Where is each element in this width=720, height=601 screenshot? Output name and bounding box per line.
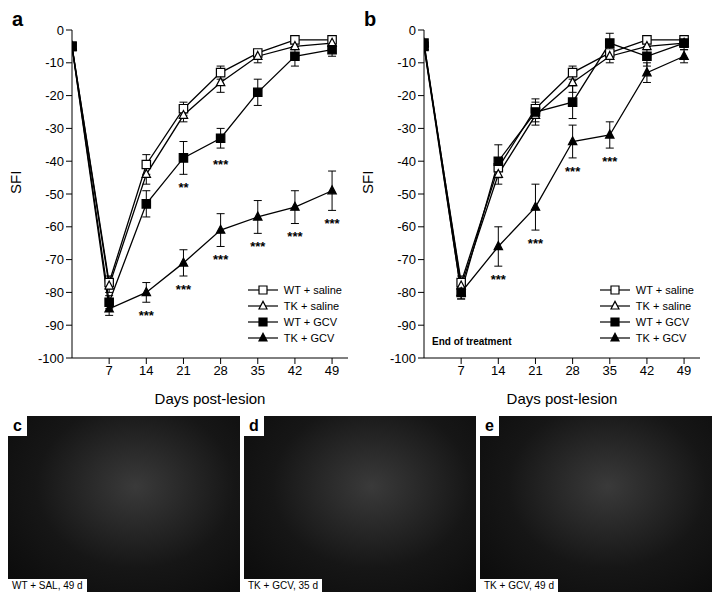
svg-text:-90: -90: [45, 318, 64, 333]
svg-text:-40: -40: [45, 154, 64, 169]
html-text:TK + GCV, 35 d: TK + GCV, 35 d: [248, 580, 318, 591]
svg-text:49: 49: [325, 363, 339, 378]
svg-text:7: 7: [106, 363, 113, 378]
svg-text:***: ***: [139, 308, 155, 323]
svg-text:-30: -30: [397, 121, 416, 136]
svg-text:-80: -80: [397, 285, 416, 300]
svg-text:Days post-lesion: Days post-lesion: [507, 390, 618, 407]
svg-text:-80: -80: [45, 285, 64, 300]
svg-text:28: 28: [213, 363, 227, 378]
html-text:TK + GCV, 49 d: TK + GCV, 49 d: [484, 580, 554, 591]
svg-text:42: 42: [640, 363, 654, 378]
svg-text:-90: -90: [397, 318, 416, 333]
svg-text:21: 21: [528, 363, 542, 378]
svg-text:-70: -70: [45, 252, 64, 267]
html-text:TK + saline: TK + saline: [283, 300, 340, 312]
svg-text:0: 0: [409, 23, 416, 38]
svg-text:SFI: SFI: [360, 171, 376, 194]
html-text:e: e: [485, 417, 494, 434]
svg-text:-10: -10: [397, 55, 416, 70]
svg-text:Days post-lesion: Days post-lesion: [155, 390, 266, 407]
svg-text:***: ***: [491, 272, 507, 287]
svg-text:-20: -20: [397, 88, 416, 103]
html-text:TK + GCV: TK + GCV: [635, 332, 687, 344]
svg-text:-40: -40: [397, 154, 416, 169]
svg-text:14: 14: [139, 363, 153, 378]
svg-text:-20: -20: [45, 88, 64, 103]
svg-text:35: 35: [251, 363, 265, 378]
svg-text:***: ***: [213, 157, 229, 172]
svg-text:***: ***: [565, 164, 581, 179]
svg-text:-50: -50: [45, 187, 64, 202]
svg-text:35: 35: [603, 363, 617, 378]
html-text:c: c: [13, 417, 22, 434]
html-text:WT + saline: WT + saline: [283, 284, 342, 296]
html-text:WT + SAL, 49 d: WT + SAL, 49 d: [12, 580, 83, 591]
svg-text:42: 42: [288, 363, 302, 378]
svg-text:-60: -60: [45, 219, 64, 234]
html-text:TK + saline: TK + saline: [635, 300, 692, 312]
svg-text:28: 28: [565, 363, 579, 378]
html-text:WT + GCV: WT + GCV: [635, 316, 690, 328]
svg-text:-100: -100: [38, 351, 64, 366]
svg-text:***: ***: [213, 252, 229, 267]
html-text:a: a: [12, 8, 24, 30]
svg-text:***: ***: [324, 216, 340, 231]
svg-text:***: ***: [250, 239, 266, 254]
svg-text:49: 49: [677, 363, 691, 378]
html-text:d: d: [249, 417, 259, 434]
svg-text:End of treatment: End of treatment: [432, 336, 512, 347]
svg-text:***: ***: [602, 154, 618, 169]
svg-text:7: 7: [458, 363, 465, 378]
svg-text:-10: -10: [45, 55, 64, 70]
svg-text:SFI: SFI: [8, 171, 24, 194]
svg-text:-30: -30: [45, 121, 64, 136]
svg-text:-60: -60: [397, 219, 416, 234]
svg-text:14: 14: [491, 363, 505, 378]
html-text:TK + GCV: TK + GCV: [283, 332, 335, 344]
svg-text:-70: -70: [397, 252, 416, 267]
svg-text:**: **: [178, 180, 189, 195]
html-text:WT + GCV: WT + GCV: [283, 316, 338, 328]
html-text:WT + saline: WT + saline: [635, 284, 694, 296]
svg-text:21: 21: [176, 363, 190, 378]
svg-text:-50: -50: [397, 187, 416, 202]
svg-text:***: ***: [176, 282, 192, 297]
svg-text:***: ***: [287, 229, 303, 244]
html-text:b: b: [364, 8, 377, 30]
svg-text:-100: -100: [390, 351, 416, 366]
svg-text:***: ***: [528, 236, 544, 251]
svg-text:0: 0: [57, 23, 64, 38]
